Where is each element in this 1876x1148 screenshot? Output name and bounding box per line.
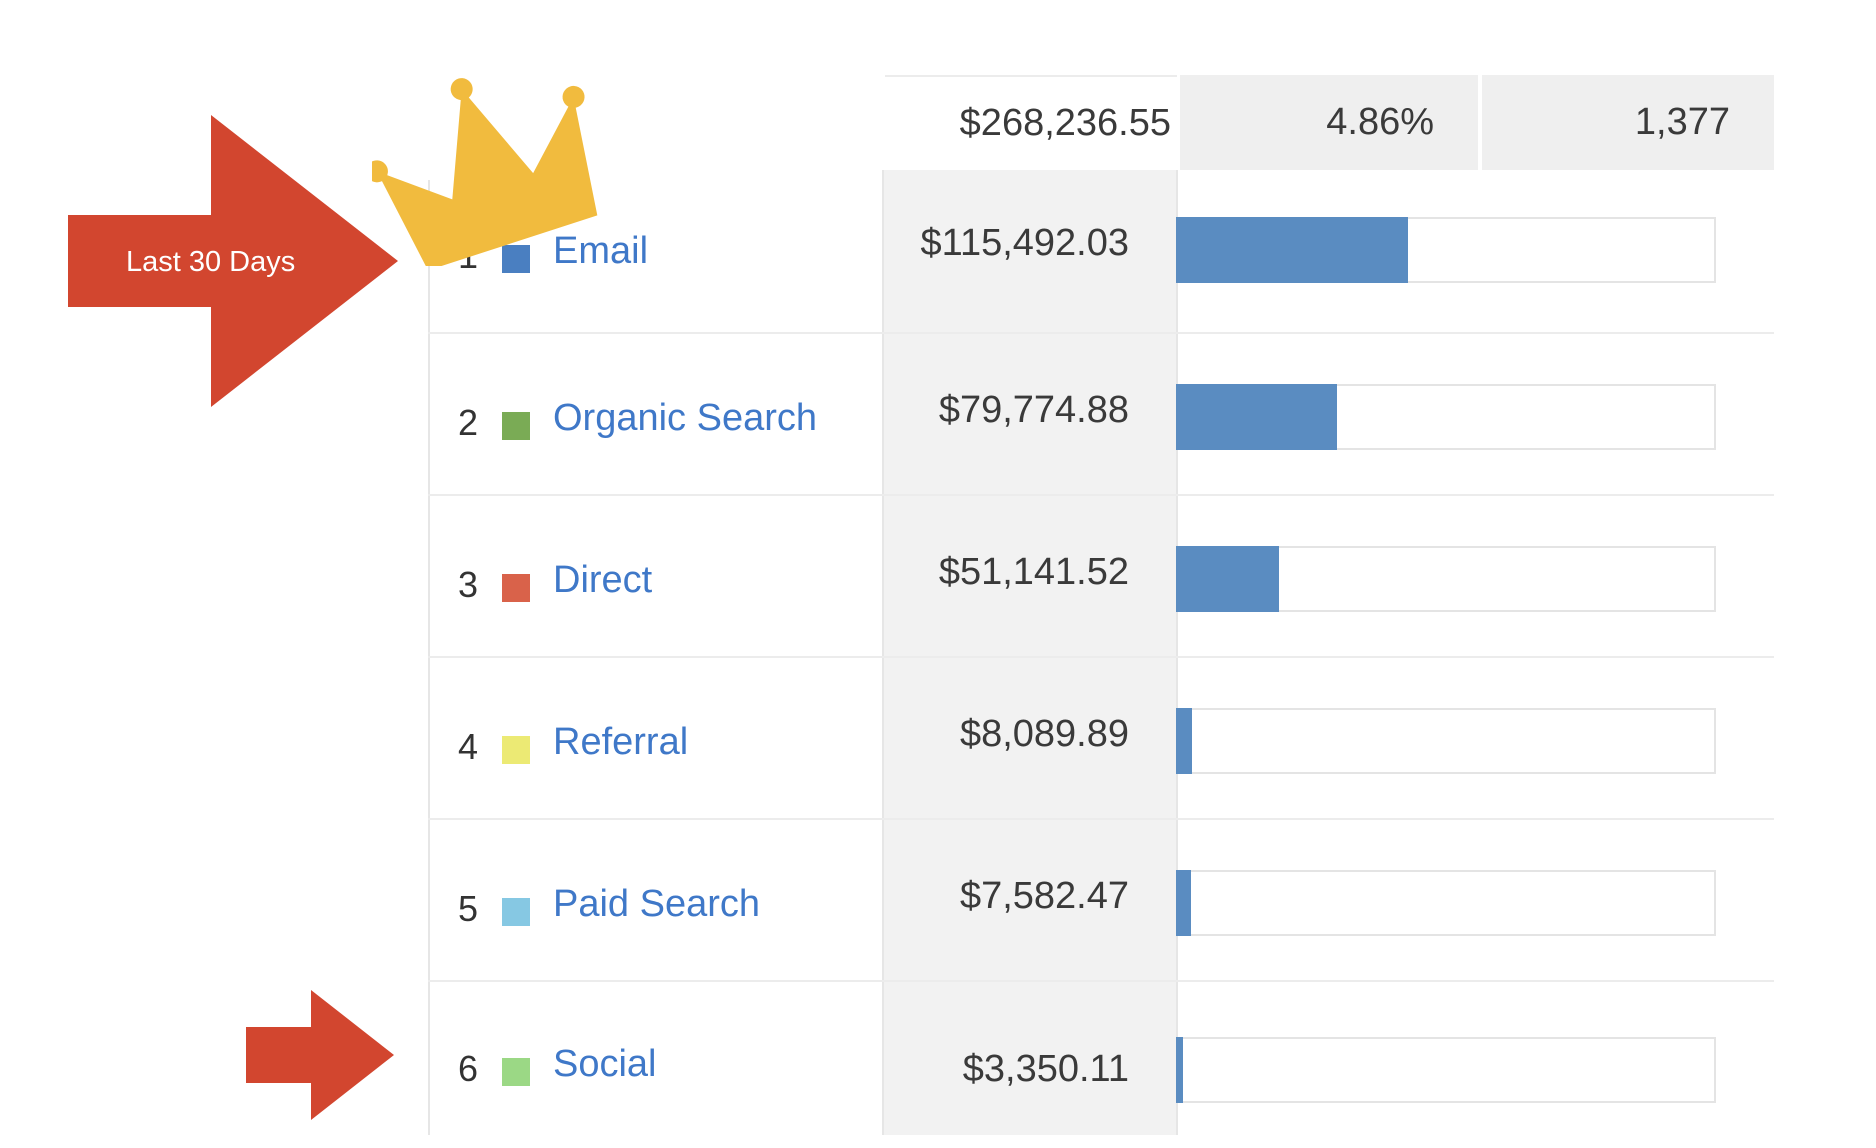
row-divider xyxy=(428,494,1774,496)
crown-jewel xyxy=(372,160,388,183)
callout-label: Last 30 Days xyxy=(126,246,296,278)
row-divider xyxy=(428,980,1774,982)
row-rank: 2 xyxy=(458,402,479,443)
revenue-column-bg xyxy=(884,170,1176,1135)
row-rank: 5 xyxy=(458,888,479,929)
row-revenue: $51,141.52 xyxy=(938,551,1129,593)
bar-track xyxy=(1176,708,1716,774)
arrow-shape xyxy=(68,115,398,407)
arrow-right-icon xyxy=(68,115,398,407)
table-row: 4 Referral $8,089.89 xyxy=(0,656,1876,818)
bar-track xyxy=(1176,1037,1716,1103)
channel-link-social[interactable]: Social xyxy=(553,1043,657,1085)
table-row: 6 Social $3,350.11 xyxy=(0,980,1876,1142)
row-revenue: $7,582.47 xyxy=(959,875,1129,917)
summary-transactions: 1,377 xyxy=(1482,75,1774,170)
row-rank: 6 xyxy=(458,1048,479,1089)
revenue-bar xyxy=(1176,217,1408,283)
color-swatch xyxy=(502,898,530,926)
row-divider xyxy=(428,818,1774,820)
row-rank: 3 xyxy=(458,564,479,605)
row-revenue: $79,774.88 xyxy=(938,389,1129,431)
channel-link-direct[interactable]: Direct xyxy=(553,559,653,601)
channel-link-organic-search[interactable]: Organic Search xyxy=(553,397,818,439)
revenue-bar xyxy=(1176,1037,1183,1103)
crown-shape xyxy=(376,89,598,266)
row-rank: 4 xyxy=(458,726,479,767)
table-row: 3 Direct $51,141.52 xyxy=(0,494,1876,656)
color-swatch xyxy=(502,1058,530,1086)
revenue-bar xyxy=(1176,708,1192,774)
summary-conversion-rate: 4.86% xyxy=(1180,75,1478,170)
row-divider xyxy=(428,332,1774,334)
arrow-right-icon xyxy=(246,990,394,1120)
channel-link-paid-search[interactable]: Paid Search xyxy=(553,883,761,925)
color-swatch xyxy=(502,574,530,602)
column-divider xyxy=(1176,170,1178,1135)
revenue-bar xyxy=(1176,546,1279,612)
arrow-shape xyxy=(246,990,394,1120)
crown-icon xyxy=(372,78,598,266)
table-row: 5 Paid Search $7,582.47 xyxy=(0,818,1876,980)
channel-link-email[interactable]: Email xyxy=(553,230,649,272)
revenue-bar xyxy=(1176,870,1191,936)
color-swatch xyxy=(502,736,530,764)
table-row: 2 Organic Search $79,774.88 xyxy=(0,332,1876,494)
row-revenue: $8,089.89 xyxy=(959,713,1129,755)
table-row: 1 Email $115,492.03 xyxy=(0,170,1876,332)
row-divider xyxy=(428,656,1774,658)
row-revenue: $3,350.11 xyxy=(962,1048,1129,1090)
crown-jewel xyxy=(562,85,585,108)
channel-link-referral[interactable]: Referral xyxy=(553,721,689,763)
summary-revenue: $268,236.55 xyxy=(885,75,1177,170)
crown-jewel xyxy=(450,78,473,101)
color-swatch xyxy=(502,245,530,273)
row-revenue: $115,492.03 xyxy=(920,222,1130,264)
color-swatch xyxy=(502,412,530,440)
revenue-bar xyxy=(1176,384,1337,450)
column-divider xyxy=(882,170,884,1135)
bar-track xyxy=(1176,870,1716,936)
